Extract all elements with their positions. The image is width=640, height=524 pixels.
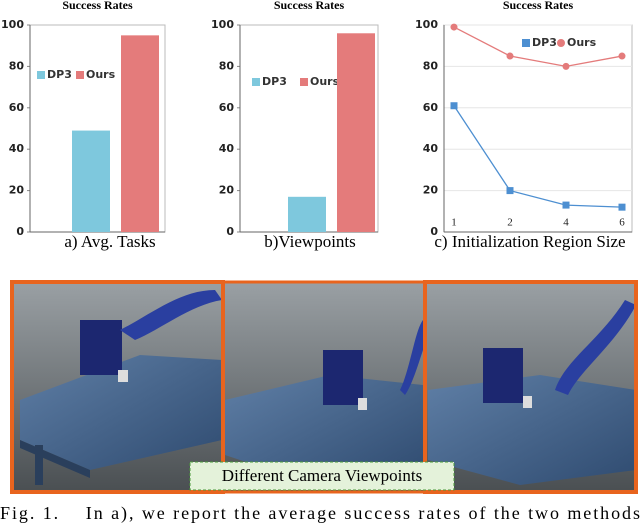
legend-marker <box>522 39 530 47</box>
chart: Success Rates b)Viewpoints 0 20 40 60 80 100 DP3… <box>211 0 379 251</box>
y-tick-label: 100 <box>415 18 438 31</box>
image-label: Different Camera Viewpoints <box>222 466 422 485</box>
point <box>618 52 626 60</box>
chart: Success Rates c) Initialization Region Si… <box>415 0 633 251</box>
point <box>450 23 458 31</box>
legend-marker <box>37 71 45 79</box>
x-tick-label: 6 <box>619 217 625 229</box>
image-label-box <box>189 461 455 491</box>
legend-label: DP3 <box>532 36 557 49</box>
y-tick-label: 0 <box>430 225 438 238</box>
legend-label: Ours <box>310 75 340 88</box>
y-tick-label: 40 <box>423 142 439 155</box>
y-tick-label: 80 <box>219 59 235 72</box>
legend-marker <box>300 78 308 86</box>
bar <box>337 33 375 232</box>
point <box>506 52 514 60</box>
line <box>453 26 623 68</box>
scene-3 <box>428 300 636 485</box>
point <box>562 201 570 209</box>
y-tick-label: 40 <box>9 142 25 155</box>
legend-marker <box>557 39 565 47</box>
legend-marker <box>252 78 260 86</box>
chart-title: Success Rates <box>274 0 345 12</box>
y-tick-label: 100 <box>1 18 24 31</box>
point <box>450 102 458 110</box>
chart-title: Success Rates <box>503 0 574 12</box>
point <box>506 187 514 195</box>
y-tick-label: 0 <box>226 225 234 238</box>
x-tick-label: 2 <box>507 217 513 229</box>
y-tick-label: 60 <box>423 101 439 114</box>
subcaption: b)Viewpoints <box>264 232 356 251</box>
y-tick-label: 60 <box>9 101 25 114</box>
y-tick-label: 20 <box>423 184 439 197</box>
plot-frame <box>443 24 633 233</box>
bar <box>72 130 110 232</box>
line <box>453 105 623 208</box>
legend-label: Ours <box>567 36 597 49</box>
y-tick-label: 80 <box>9 59 25 72</box>
y-tick-label: 20 <box>219 184 235 197</box>
legend-label: Ours <box>86 68 116 81</box>
y-tick-label: 80 <box>423 59 439 72</box>
subcaption: c) Initialization Region Size <box>434 232 625 251</box>
chart-title: Success Rates <box>62 0 133 12</box>
scene-2 <box>225 320 423 480</box>
bar <box>288 196 326 232</box>
y-tick-label: 100 <box>211 18 234 31</box>
point <box>562 62 570 70</box>
scene-1 <box>20 290 222 485</box>
subcaption: a) Avg. Tasks <box>64 232 155 251</box>
scene-images: Different Camera Viewpoints <box>10 280 638 494</box>
panel-border <box>423 280 638 494</box>
bar <box>121 35 159 232</box>
y-tick-label: 0 <box>16 225 24 238</box>
point <box>618 203 626 211</box>
x-tick-label: 1 <box>451 217 457 229</box>
chart: Success Rates a) Avg. Tasks 0 20 40 60 80 100 DP… <box>1 0 166 251</box>
legend-label: DP3 <box>47 68 72 81</box>
y-tick-label: 60 <box>219 101 235 114</box>
y-tick-label: 20 <box>9 184 25 197</box>
figure-caption: Fig. 1. In a), we report the average suc… <box>0 503 640 524</box>
legend-marker <box>76 71 84 79</box>
y-tick-label: 40 <box>219 142 235 155</box>
legend-label: DP3 <box>262 75 287 88</box>
x-tick-label: 4 <box>563 217 569 229</box>
